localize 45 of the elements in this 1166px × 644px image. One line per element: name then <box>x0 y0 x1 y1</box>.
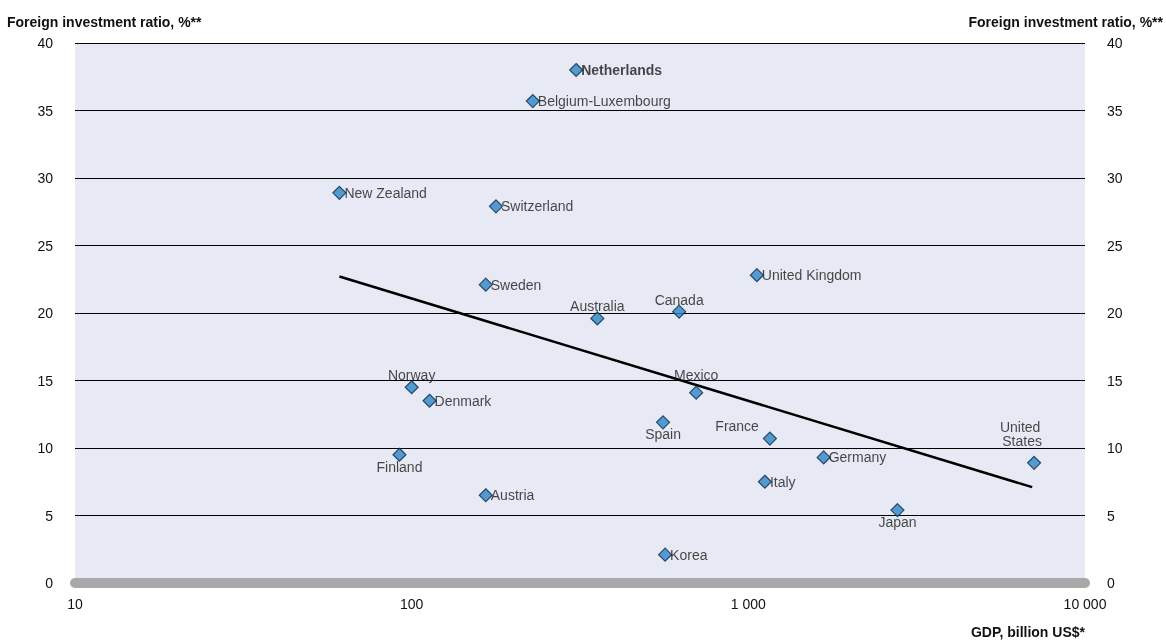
y2-tick-label: 0 <box>1107 575 1115 591</box>
annotation: Switzerland <box>500 198 574 215</box>
y2-axis-title: Foreign investment ratio, %** <box>968 14 1164 30</box>
annotation: United States <box>999 418 1045 449</box>
y2-tick-label: 30 <box>1107 170 1123 186</box>
annotation: Italy <box>769 473 796 490</box>
y2-tick-label: 15 <box>1107 372 1123 389</box>
y-tick-label: 30 <box>37 170 54 186</box>
annotation: Japan <box>878 514 917 531</box>
annotation: Australia <box>570 298 625 315</box>
annotation: Mexico <box>674 366 719 383</box>
y-tick-label: 15 <box>37 372 54 389</box>
y2-tick-label: 20 <box>1107 305 1123 321</box>
annotation: Netherlands <box>581 62 663 78</box>
y-tick-label: 25 <box>37 237 54 254</box>
y2-tick-label: 40 <box>1107 35 1123 51</box>
annotation: France <box>715 417 760 434</box>
annotation: Norway <box>387 367 436 384</box>
y-axis-title: Foreign investment ratio, %** <box>7 14 203 30</box>
annotation: Austria <box>490 487 535 504</box>
y-tick-label: 5 <box>45 507 54 524</box>
annotation: Sweden <box>490 276 542 293</box>
annotation: Korea <box>670 546 708 563</box>
y2-tick-label: 25 <box>1107 237 1123 254</box>
x-tick-label: 10 000 <box>1063 596 1107 612</box>
annotation: Germany <box>828 449 887 466</box>
annotation: Finland <box>376 458 423 475</box>
x-tick-label: 10 <box>67 596 83 612</box>
x-axis-title: GDP, billion US$* <box>970 624 1086 640</box>
x-tick-label: 100 <box>399 596 424 612</box>
annotation: Canada <box>654 291 704 308</box>
y-tick-label: 35 <box>37 102 54 119</box>
x-tick-label: 1 000 <box>730 596 767 612</box>
annotation: New Zealand <box>344 184 427 201</box>
y-tick-label: 40 <box>37 35 54 51</box>
y-tick-label: 10 <box>37 440 54 456</box>
annotation: United Kingdom <box>761 267 862 284</box>
y-tick-label: 0 <box>45 575 54 591</box>
y2-tick-label: 35 <box>1107 102 1123 119</box>
annotation: Denmark <box>434 392 493 409</box>
annotation: Belgium-Luxembourg <box>537 93 671 110</box>
y-tick-label: 20 <box>37 305 54 321</box>
y2-tick-label: 5 <box>1107 507 1115 524</box>
annotation: Spain <box>645 426 681 443</box>
y2-tick-label: 10 <box>1107 440 1123 456</box>
